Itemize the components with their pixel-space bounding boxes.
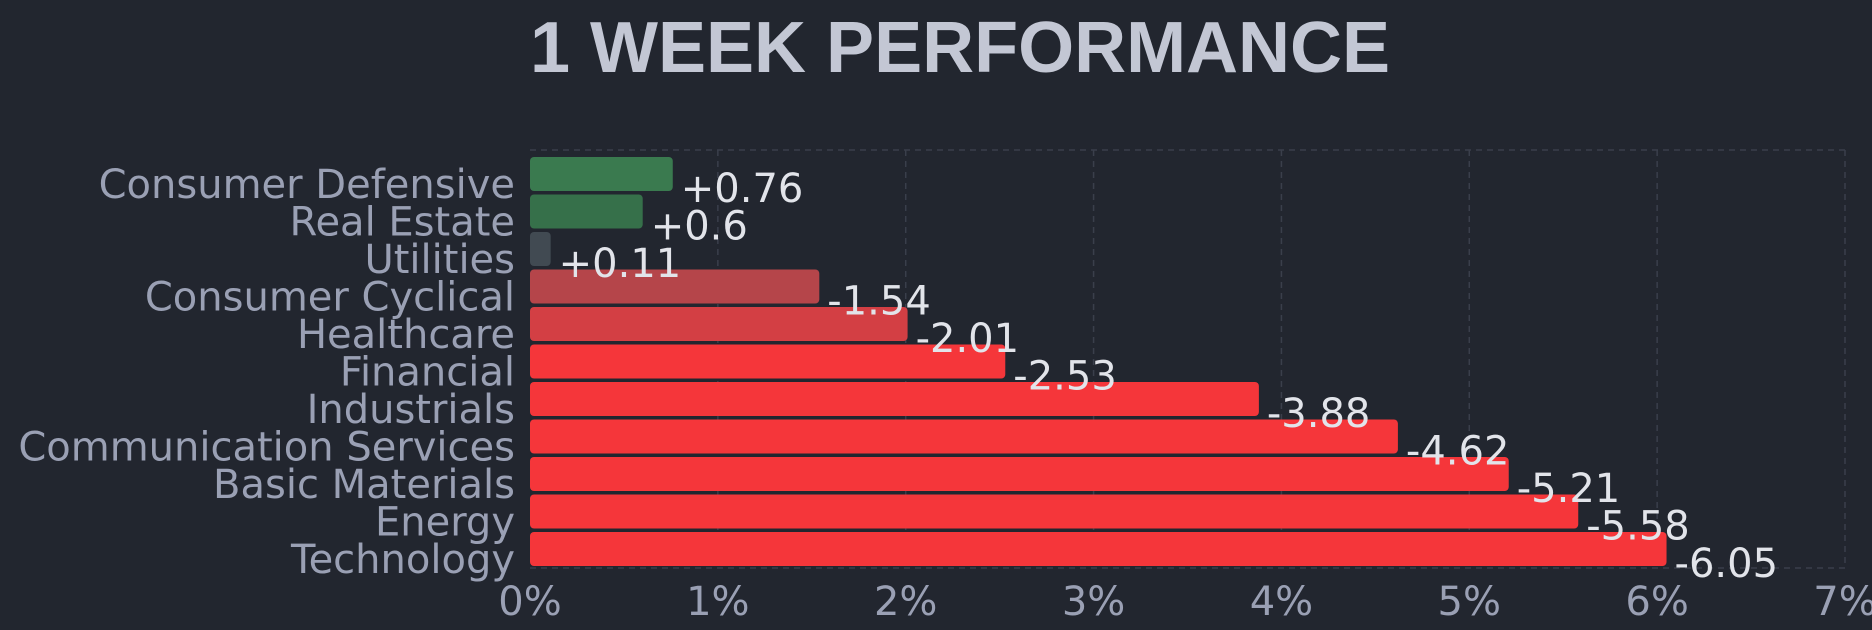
value-labels: +0.76+0.6+0.11-1.54-2.01-2.53-3.88-4.62-…	[559, 166, 1778, 587]
bar	[530, 532, 1667, 566]
category-label: Basic Materials	[213, 462, 515, 508]
value-label: -2.53	[1013, 354, 1117, 400]
value-label: +0.76	[681, 166, 804, 212]
bar	[530, 269, 820, 304]
value-label: -6.05	[1675, 541, 1779, 587]
bar	[530, 494, 1579, 529]
category-label: Financial	[340, 350, 515, 396]
category-label: Consumer Cyclical	[145, 275, 515, 321]
value-label: +0.11	[559, 241, 682, 287]
bar	[530, 457, 1509, 491]
category-label: Real Estate	[289, 200, 515, 246]
value-label: -5.21	[1517, 466, 1621, 512]
x-axis-tick-labels: 0% 1% 2% 3% 4% 5% 6% 7%	[498, 579, 1872, 625]
value-label: -4.62	[1406, 429, 1510, 475]
x-tick-label: 6%	[1625, 579, 1688, 625]
category-label: Utilities	[364, 237, 515, 283]
x-tick-label: 1%	[686, 579, 749, 625]
value-label: -2.01	[916, 316, 1020, 362]
category-label: Communication Services	[18, 425, 515, 471]
value-label: -3.88	[1267, 391, 1371, 437]
category-label: Consumer Defensive	[99, 162, 515, 208]
chart-title: 1 WEEK PERFORMANCE	[530, 8, 1390, 88]
bar	[530, 307, 908, 341]
category-label: Technology	[290, 537, 515, 583]
bar	[530, 419, 1398, 454]
bar	[530, 194, 643, 229]
category-label: Energy	[375, 500, 515, 546]
x-tick-label: 2%	[874, 579, 937, 625]
x-tick-label: 0%	[498, 579, 561, 625]
bar	[530, 344, 1006, 379]
bars	[530, 157, 1667, 566]
value-label: +0.6	[651, 204, 748, 250]
value-label: -5.58	[1586, 504, 1690, 550]
x-tick-label: 4%	[1250, 579, 1313, 625]
bar	[530, 382, 1259, 416]
x-tick-label: 7%	[1813, 579, 1872, 625]
x-tick-label: 5%	[1438, 579, 1501, 625]
value-label: -1.54	[827, 279, 931, 325]
category-label: Healthcare	[297, 312, 515, 358]
bar	[530, 232, 551, 266]
x-tick-label: 3%	[1062, 579, 1125, 625]
bar	[530, 157, 673, 191]
category-label: Industrials	[307, 387, 515, 433]
